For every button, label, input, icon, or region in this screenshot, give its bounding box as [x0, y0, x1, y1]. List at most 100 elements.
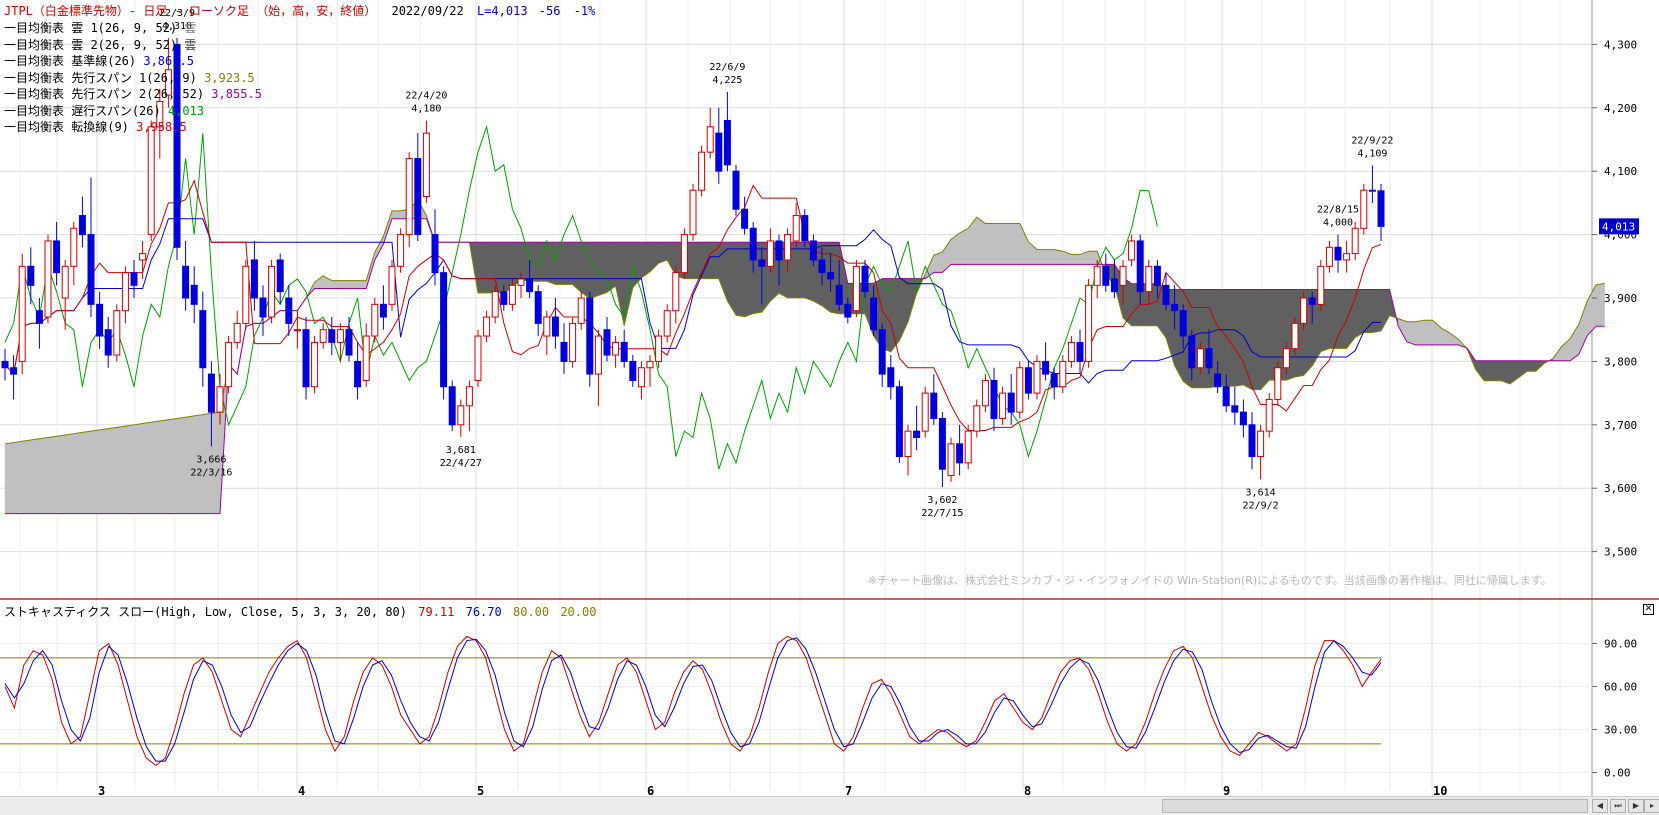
candle-body [1179, 310, 1187, 337]
cloud-segment [168, 418, 178, 514]
cloud-segment [1010, 223, 1021, 265]
cloud-segment [1200, 289, 1210, 388]
annotation-value: 3,614 [1246, 487, 1276, 498]
cloud-segment [39, 437, 49, 514]
candle-body [448, 386, 456, 426]
candle-body [293, 329, 301, 332]
cloud-segment [1053, 249, 1064, 265]
candle-body [1257, 430, 1265, 458]
candle-body [1102, 265, 1110, 286]
candle-body [78, 215, 86, 236]
cloud-segment [133, 423, 143, 514]
candle-body [233, 322, 241, 343]
candle-body [637, 367, 645, 388]
month-label: 6 [647, 784, 654, 798]
candle-body [465, 386, 473, 407]
candle-body [302, 329, 310, 388]
candle-body [431, 234, 439, 274]
candle-body [1042, 360, 1050, 375]
cloud-segment [606, 241, 616, 293]
cloud-segment [976, 216, 986, 265]
candle-body [96, 303, 104, 337]
stochastic-panel: 0.00 30.00 60.00 90.00 [0, 635, 1637, 780]
candle-body [457, 405, 465, 426]
legend-value: 3,861.5 [136, 54, 194, 68]
legend-label: 一目均衡表 先行スパン 2(26, 52) [4, 87, 205, 101]
annotation-value: 4,180 [411, 103, 441, 114]
scrollbar-thumb[interactable] [1162, 799, 1588, 813]
legend-value: 3,855.5 [204, 87, 262, 101]
stoch-series-line [4, 635, 1382, 766]
candle-body [1059, 360, 1067, 388]
chart-header: JTPL（白金標準先物）- 日足 - ローソク足 （始，高，安，終値） 2022… [4, 2, 595, 19]
cloud-segment [1518, 360, 1528, 379]
candle-body [1076, 341, 1084, 362]
candle-body [792, 215, 800, 242]
legend-item: 一目均衡表 雲 1(26, 9, 52) 雲 [4, 19, 196, 36]
candle-body [173, 43, 181, 248]
legend-value: 雲 [177, 37, 197, 52]
cloud-segment [185, 415, 195, 514]
cloud-segment [1268, 289, 1279, 381]
scroll-zoom-icon[interactable]: ▸ [1644, 799, 1659, 813]
cloud-segment [374, 236, 384, 261]
annotation-date: 22/4/20 [405, 90, 447, 101]
candle-body [870, 297, 878, 331]
cloud-segment [13, 441, 23, 514]
month-label: 3 [98, 784, 105, 798]
cloud-segment [82, 430, 92, 514]
cloud-segment [1578, 300, 1588, 355]
candle-body [1024, 367, 1032, 394]
candle-body [594, 335, 602, 375]
price-change: -56 [538, 4, 561, 18]
candle-body [440, 272, 448, 388]
candle-body [1351, 227, 1359, 255]
price-tick-label: 3,500 [1604, 546, 1637, 559]
stochastic-header: ストキャスティクス スロー(High, Low, Close, 5, 3, 3,… [4, 603, 596, 620]
close-panel-button[interactable]: ✕ [1643, 604, 1654, 615]
candle-body [543, 316, 551, 337]
candle-body [809, 240, 817, 261]
legend-label: 一目均衡表 雲 1(26, 9, 52) [4, 21, 178, 35]
cloud-segment [546, 241, 556, 285]
scroll-right-icon[interactable]: ▶ [1628, 799, 1644, 813]
candle-body [577, 297, 585, 324]
cloud-segment [348, 280, 358, 289]
scroll-left-icon[interactable]: ◀ [1592, 799, 1608, 813]
candle-body [818, 259, 826, 274]
cloud-segment [1492, 360, 1502, 381]
annotation-value: 3,681 [446, 445, 476, 456]
price-tick-label: 3,600 [1604, 482, 1637, 495]
stochastic-level-low: 20.00 [560, 605, 597, 619]
legend-label: 一目均衡表 先行スパン 1(26, 9) [4, 70, 197, 85]
scroll-end-icon[interactable]: ⏭ [1610, 799, 1626, 813]
candle-body [981, 379, 989, 407]
price-tick-label: 3,800 [1604, 355, 1637, 368]
candle-body [861, 265, 869, 293]
month-label: 7 [845, 784, 852, 798]
cloud-segment [4, 442, 14, 514]
candle-body [1136, 240, 1144, 293]
price-tick-label: 3,700 [1604, 419, 1637, 432]
candle-body [354, 360, 362, 388]
price-annotation: 22/8/15 4,000 [1317, 205, 1359, 229]
candle-body [749, 227, 757, 261]
candle-body [250, 259, 258, 299]
price-tick-label: 4,100 [1604, 165, 1637, 178]
candle-body [1265, 398, 1273, 432]
candle-body [500, 291, 508, 305]
cloud-segment [1251, 289, 1261, 390]
candle-body [1300, 297, 1308, 324]
conversion-line [4, 179, 1382, 432]
candle-body [1085, 284, 1093, 362]
cloud-segment [125, 424, 135, 514]
candle-body [1325, 246, 1333, 267]
annotation-date: 22/8/15 [1317, 205, 1359, 216]
cloud-segment [99, 428, 109, 514]
candle-body [990, 379, 998, 419]
cloud-segment [116, 425, 126, 514]
legend-item: 一目均衡表 基準線(26) 3,861.5 [4, 52, 194, 69]
candle-body [121, 272, 129, 312]
cloud-segment [477, 241, 487, 294]
